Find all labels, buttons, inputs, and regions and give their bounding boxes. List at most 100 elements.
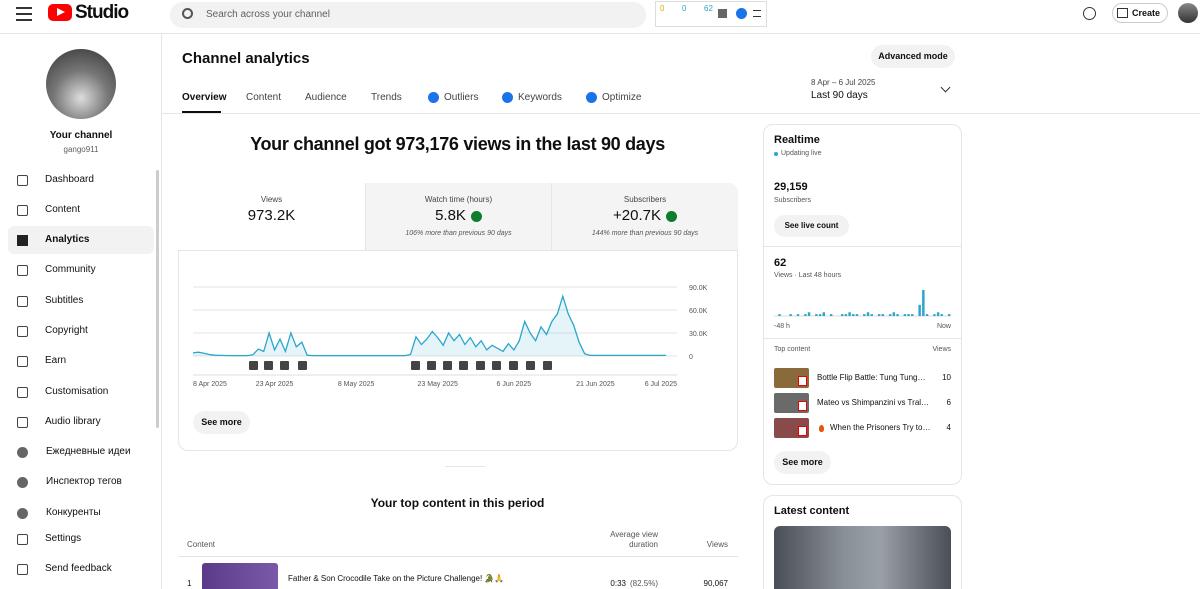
video-thumbnail[interactable] [202,563,278,589]
help-icon[interactable] [1083,7,1096,20]
advanced-mode-button[interactable]: Advanced mode [871,45,955,68]
nav-item[interactable]: Конкуренты [46,507,101,518]
live-count-button[interactable]: See live count [774,215,849,237]
channel-avatar[interactable] [46,49,116,119]
realtime-bar [892,312,896,316]
tab[interactable]: Keywords [518,92,562,103]
publish-marker [249,361,258,370]
realtime-bar [925,314,929,316]
subscriber-count: 29,159 [774,181,808,193]
metric-tab[interactable]: Views 973.2K [178,183,365,251]
publish-marker [526,361,535,370]
nav-item[interactable]: Ежедневные идеи [46,446,131,457]
period-chevron[interactable] [940,82,951,93]
realtime-bar [789,314,792,316]
realtime-bar [852,314,855,316]
nav-item[interactable]: Content [45,204,81,215]
table-border [178,556,738,557]
nav-item[interactable]: Community [45,264,96,275]
nav-item[interactable]: Audio library [45,416,101,427]
nav-item[interactable]: Dashboard [45,174,94,185]
realtime-bar [863,314,866,316]
realtime-bar [888,314,892,316]
tab-underline [182,111,221,113]
nav-item[interactable]: Copyright [45,325,88,336]
account-avatar[interactable] [1178,3,1198,23]
extension-icon [736,8,747,19]
avg-duration: 0:33 [610,579,626,588]
views-area [193,296,667,356]
trend-up-icon [470,210,482,222]
publish-marker [280,361,289,370]
nav-item[interactable]: Инспектор тегов [46,476,122,487]
search-box[interactable]: Search across your channel [170,2,646,28]
publish-marker [443,361,452,370]
y-tick-label: 30.0K [689,331,708,338]
subscriber-label: Subscribers [774,197,811,204]
realtime-bar [829,314,833,316]
tab[interactable]: Outliers [444,92,479,103]
realtime-views-label: Views · Last 48 hours [774,272,842,279]
item-title[interactable]: Mateo vs Shimpanzini vs Tral… [817,398,930,407]
metric-label: Subscribers [623,195,667,204]
x-tick-label: 8 May 2025 [338,381,375,388]
metric-tab[interactable]: Watch time (hours) 5.8K 106% more than pre… [364,183,552,251]
item-title[interactable]: Bottle Flip Battle: Tung Tung… [817,373,926,382]
publish-marker [459,361,468,370]
latest-thumbnail[interactable] [774,526,951,589]
nav-item[interactable]: Send feedback [45,563,112,574]
nav-item[interactable]: Subtitles [45,295,84,306]
headline: Your channel got 973,176 views in the la… [250,134,665,154]
tab[interactable]: Audience [305,92,347,103]
realtime-bar [844,314,848,316]
nav-icon [17,477,28,488]
fire-icon [819,425,824,432]
nav-icon [17,296,28,307]
nav-item[interactable]: Earn [45,355,67,366]
publish-marker [509,361,518,370]
realtime-bar [936,312,940,316]
nav-item[interactable]: Customisation [45,386,109,397]
latest-card [763,495,962,589]
nav-item[interactable]: Settings [45,533,82,544]
nav-active-bg [8,226,154,254]
tab[interactable]: Overview [182,92,227,103]
menu-button[interactable] [16,7,32,21]
video-title[interactable]: Father & Son Crocodile Take on the Pictu… [288,574,505,583]
realtime-bar [804,314,807,316]
realtime-bar [933,314,936,316]
tab[interactable]: Optimize [602,92,642,103]
date-range[interactable]: 8 Apr – 6 Jul 2025 [811,78,876,87]
divider [763,338,962,339]
realtime-bar [922,290,925,316]
views-chart: 0 30.0K 60.0K 90.0K 8 Apr 2025 23 Apr 2025 8 M… [192,285,708,388]
nav-icon [17,534,28,545]
tab-icon [428,92,439,103]
nav-icon [17,326,28,337]
nav-icon [17,447,28,458]
logo-text[interactable]: Studio [75,2,129,23]
item-title[interactable]: When the Prisoners Try to… [830,423,931,432]
realtime-bar [815,314,818,316]
top-content-label: Top content [774,346,811,353]
see-more-button[interactable]: See more [193,411,250,434]
extension-widget[interactable]: 0 0 62 [655,1,767,27]
period[interactable]: Last 90 days [811,90,868,101]
realtime-bar [877,314,881,316]
tab[interactable]: Trends [371,92,402,103]
realtime-bar [881,314,885,316]
create-label: Create [1132,8,1161,18]
item-views: 4 [946,423,951,432]
see-more-button[interactable]: See more [774,451,831,474]
views-line [192,293,667,357]
search-placeholder: Search across your channel [206,9,330,20]
nav-item[interactable]: Analytics [45,234,90,245]
create-button[interactable]: Create [1112,3,1168,23]
realtime-bar [866,312,870,316]
metric-tab[interactable]: Subscribers +20.7K 144% more than previous… [551,183,738,251]
tab[interactable]: Content [246,92,282,103]
publish-marker [492,361,501,370]
realtime-bar [940,314,944,316]
realtime-bar [947,314,951,316]
